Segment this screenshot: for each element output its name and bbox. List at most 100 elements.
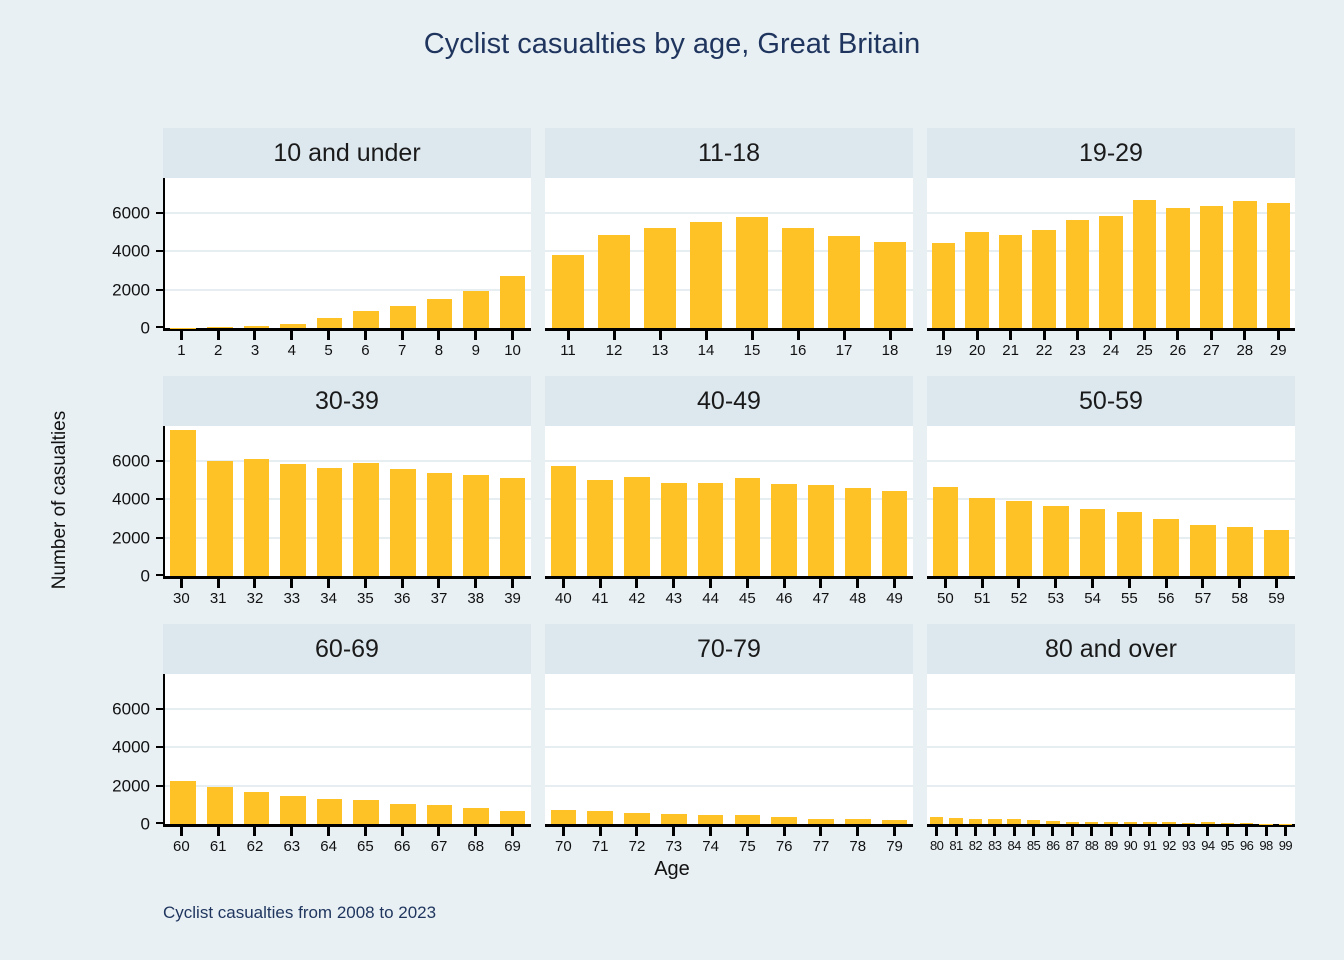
x-slot-11: 11	[545, 331, 591, 358]
y-tick	[156, 498, 165, 501]
x-tick-label: 30	[173, 590, 190, 607]
x-tick-label: 72	[628, 838, 646, 855]
x-tick	[1243, 331, 1247, 340]
gridline-6000	[165, 459, 531, 462]
x-tick	[1070, 827, 1074, 836]
x-slot-27: 27	[1195, 331, 1228, 358]
x-slot-73: 73	[655, 827, 692, 854]
x-tick	[1276, 331, 1280, 340]
x-slot-44: 44	[692, 579, 729, 606]
y-tick	[156, 288, 165, 291]
x-tick-label: 18	[881, 342, 899, 359]
x-tick	[782, 579, 786, 588]
bar-slot-age-73	[655, 674, 692, 824]
bar-slot-age-17	[821, 178, 867, 328]
bar-age-54	[1079, 509, 1106, 576]
bar-slot-age-13	[637, 178, 683, 328]
x-axis-ticks: 50 51 52 53 54 55 56 57 58 59	[927, 579, 1295, 606]
x-slot-38: 38	[457, 579, 494, 606]
bar-slot-age-95	[1218, 674, 1237, 824]
bar-slot-age-18	[867, 178, 913, 328]
x-slot-30: 30	[163, 579, 200, 606]
x-tick	[635, 827, 639, 836]
bar-age-37	[426, 472, 453, 576]
x-tick	[856, 827, 860, 836]
x-tick-label: 73	[665, 838, 683, 855]
y-tick-label: 2000	[112, 280, 150, 300]
x-axis-ticks: 11 12 13 14 15 16 17 18	[545, 331, 913, 358]
x-tick	[672, 579, 676, 588]
plot-area	[545, 426, 913, 579]
x-slot-69: 69	[494, 827, 531, 854]
x-tick	[1054, 579, 1058, 588]
bar-age-88	[1084, 821, 1099, 824]
x-slot-72: 72	[619, 827, 656, 854]
x-slot-67: 67	[421, 827, 458, 854]
x-tick-label: 65	[357, 838, 374, 855]
bar-slot-age-42	[619, 426, 656, 576]
x-slot-9: 9	[457, 331, 494, 358]
x-tick	[745, 579, 749, 588]
x-tick	[566, 331, 570, 340]
x-tick	[1264, 827, 1268, 836]
x-slot-58: 58	[1221, 579, 1258, 606]
bar-slot-age-38	[458, 426, 495, 576]
x-tick	[1012, 827, 1016, 836]
x-slot-5: 5	[310, 331, 347, 358]
gridline-4000	[545, 498, 913, 501]
x-tick	[819, 827, 823, 836]
bar-age-71	[587, 810, 614, 824]
x-slot-85: 85	[1024, 827, 1043, 852]
bar-age-62	[243, 792, 270, 824]
x-tick	[1164, 579, 1168, 588]
x-slot-2: 2	[200, 331, 237, 358]
bar-slot-age-25	[1128, 178, 1161, 328]
x-tick	[474, 331, 478, 340]
x-tick-label: 32	[246, 590, 264, 607]
panel-title: 19-29	[927, 128, 1295, 178]
gridline-6000	[927, 707, 1295, 710]
x-slot-4: 4	[273, 331, 310, 358]
x-tick	[327, 827, 331, 836]
x-tick	[796, 331, 800, 340]
x-tick-label: 76	[775, 838, 793, 855]
bar-age-18	[873, 241, 907, 328]
x-tick	[635, 579, 639, 588]
x-tick-label: 94	[1201, 838, 1215, 853]
bar-slot-age-21	[994, 178, 1027, 328]
bar-age-41	[587, 479, 614, 576]
bar-age-61	[207, 787, 233, 824]
bar-slot-age-99	[1276, 674, 1295, 824]
x-tick	[942, 331, 946, 340]
bar-age-2	[207, 326, 233, 328]
x-tick	[179, 579, 183, 588]
x-tick-label: 7	[398, 342, 407, 359]
x-slot-35: 35	[347, 579, 384, 606]
x-tick	[954, 827, 958, 836]
gridline-4000	[165, 746, 531, 749]
x-tick	[973, 827, 977, 836]
x-slot-61: 61	[200, 827, 237, 854]
bar-age-49	[881, 490, 908, 576]
x-slot-31: 31	[200, 579, 237, 606]
gridline-2000	[165, 536, 531, 539]
bar-age-63	[280, 796, 306, 824]
gridline-2000	[545, 536, 913, 539]
panel-70-79: 70-79 70 71 72 73 74 75 76 77 78 79	[545, 624, 913, 854]
x-tick	[704, 331, 708, 340]
gridline-2000	[165, 784, 531, 787]
bar-age-75	[734, 815, 761, 824]
x-tick-label: 92	[1162, 838, 1176, 853]
x-tick-label: 62	[246, 838, 264, 855]
x-slot-77: 77	[803, 827, 840, 854]
panel-title: 30-39	[163, 376, 531, 426]
bar-slot-age-94	[1198, 674, 1217, 824]
x-tick	[1167, 827, 1171, 836]
bar-age-79	[881, 819, 908, 824]
bar-slot-age-35	[348, 426, 385, 576]
x-tick	[216, 579, 220, 588]
bar-age-10	[499, 276, 526, 328]
x-tick	[745, 827, 749, 836]
x-tick-label: 28	[1236, 342, 1254, 359]
plot-area: 0 2000 4000 6000	[112, 674, 531, 833]
